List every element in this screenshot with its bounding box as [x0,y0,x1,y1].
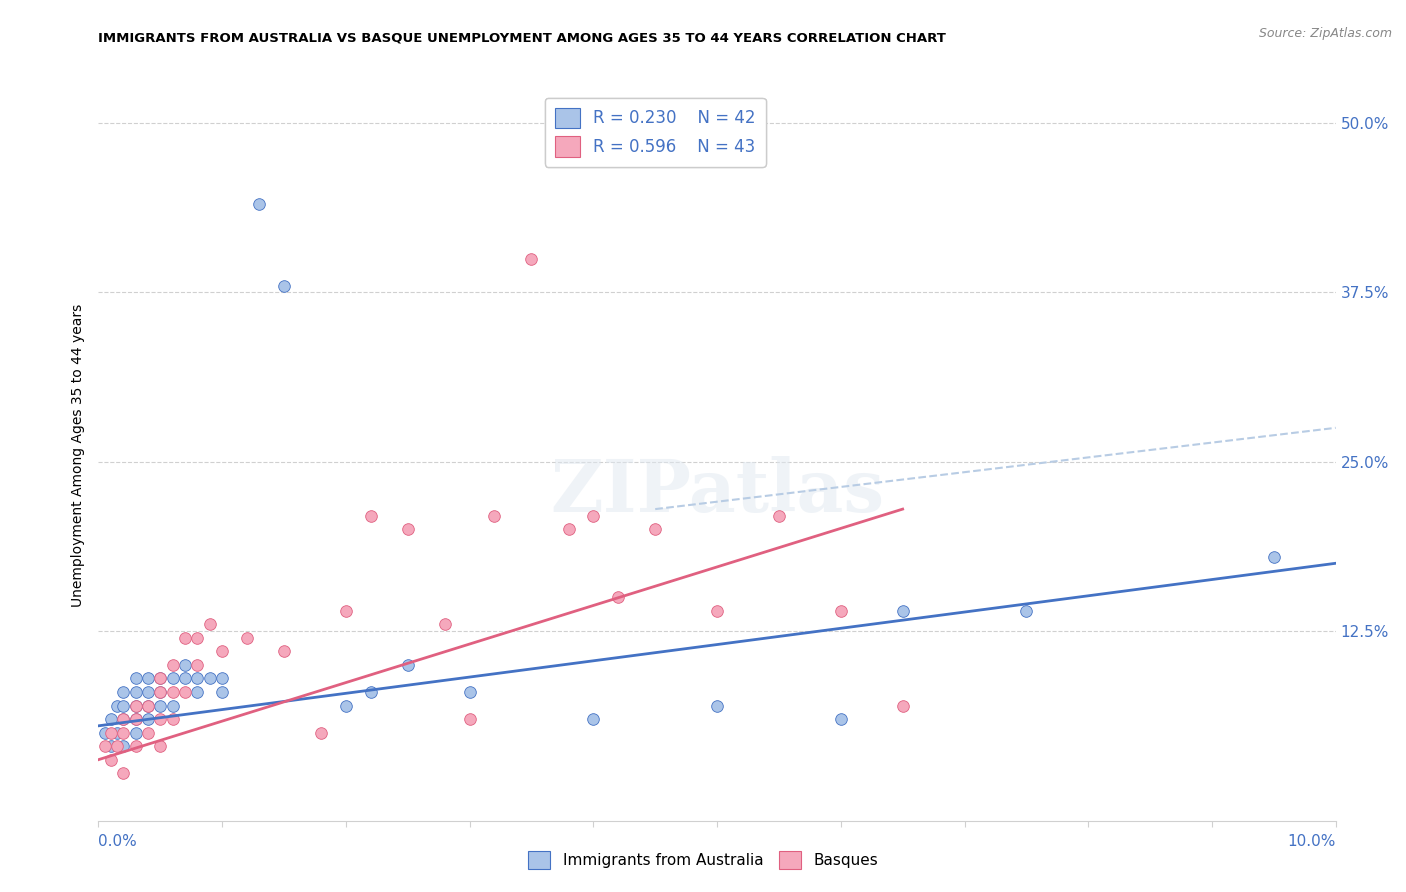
Text: Source: ZipAtlas.com: Source: ZipAtlas.com [1258,27,1392,40]
Point [706,698,728,713]
Point [93,725,115,739]
Point [557,523,579,537]
Point [396,523,419,537]
Point [136,725,159,739]
Point [149,685,172,699]
Point [273,644,295,658]
Point [644,523,666,537]
Point [112,712,135,726]
Point [105,698,128,713]
Point [136,698,159,713]
Point [706,604,728,618]
Point [309,725,332,739]
Point [582,712,605,726]
Point [335,698,357,713]
Point [136,685,159,699]
Point [136,712,159,726]
Point [162,698,184,713]
Point [891,698,914,713]
Y-axis label: Unemployment Among Ages 35 to 44 years: Unemployment Among Ages 35 to 44 years [72,303,86,607]
Point [162,712,184,726]
Point [433,617,456,632]
Text: ZIPatlas: ZIPatlas [550,456,884,527]
Point [186,657,208,672]
Point [607,590,630,604]
Point [149,672,172,686]
Point [247,197,270,211]
Point [1263,549,1285,564]
Point [174,657,197,672]
Point [124,698,146,713]
Legend: R = 0.230    N = 42, R = 0.596    N = 43: R = 0.230 N = 42, R = 0.596 N = 43 [544,97,766,167]
Point [236,631,259,645]
Point [124,698,146,713]
Point [186,631,208,645]
Text: IMMIGRANTS FROM AUSTRALIA VS BASQUE UNEMPLOYMENT AMONG AGES 35 TO 44 YEARS CORRE: IMMIGRANTS FROM AUSTRALIA VS BASQUE UNEM… [98,31,946,45]
Point [891,604,914,618]
Text: 10.0%: 10.0% [1288,834,1336,849]
Point [582,508,605,523]
Point [149,712,172,726]
Point [105,739,128,753]
Point [174,631,197,645]
Point [830,712,852,726]
Point [458,712,481,726]
Point [124,739,146,753]
Legend: Immigrants from Australia, Basques: Immigrants from Australia, Basques [522,845,884,875]
Point [335,604,357,618]
Point [520,252,543,266]
Point [112,725,135,739]
Point [124,712,146,726]
Point [360,508,382,523]
Point [162,657,184,672]
Point [112,739,135,753]
Point [211,672,233,686]
Point [100,753,122,767]
Point [162,685,184,699]
Text: 0.0%: 0.0% [98,834,138,849]
Point [174,672,197,686]
Point [149,672,172,686]
Point [360,685,382,699]
Point [458,685,481,699]
Point [149,698,172,713]
Point [273,278,295,293]
Point [100,725,122,739]
Point [162,672,184,686]
Point [1015,604,1038,618]
Point [112,685,135,699]
Point [112,712,135,726]
Point [149,739,172,753]
Point [105,725,128,739]
Point [211,685,233,699]
Point [112,766,135,780]
Point [136,698,159,713]
Point [124,725,146,739]
Point [112,698,135,713]
Point [149,685,172,699]
Point [198,672,221,686]
Point [174,685,197,699]
Point [100,739,122,753]
Point [100,712,122,726]
Point [396,657,419,672]
Point [124,712,146,726]
Point [124,672,146,686]
Point [830,604,852,618]
Point [211,644,233,658]
Point [484,508,506,523]
Point [768,508,790,523]
Point [93,739,115,753]
Point [186,672,208,686]
Point [198,617,221,632]
Point [136,672,159,686]
Point [186,685,208,699]
Point [124,685,146,699]
